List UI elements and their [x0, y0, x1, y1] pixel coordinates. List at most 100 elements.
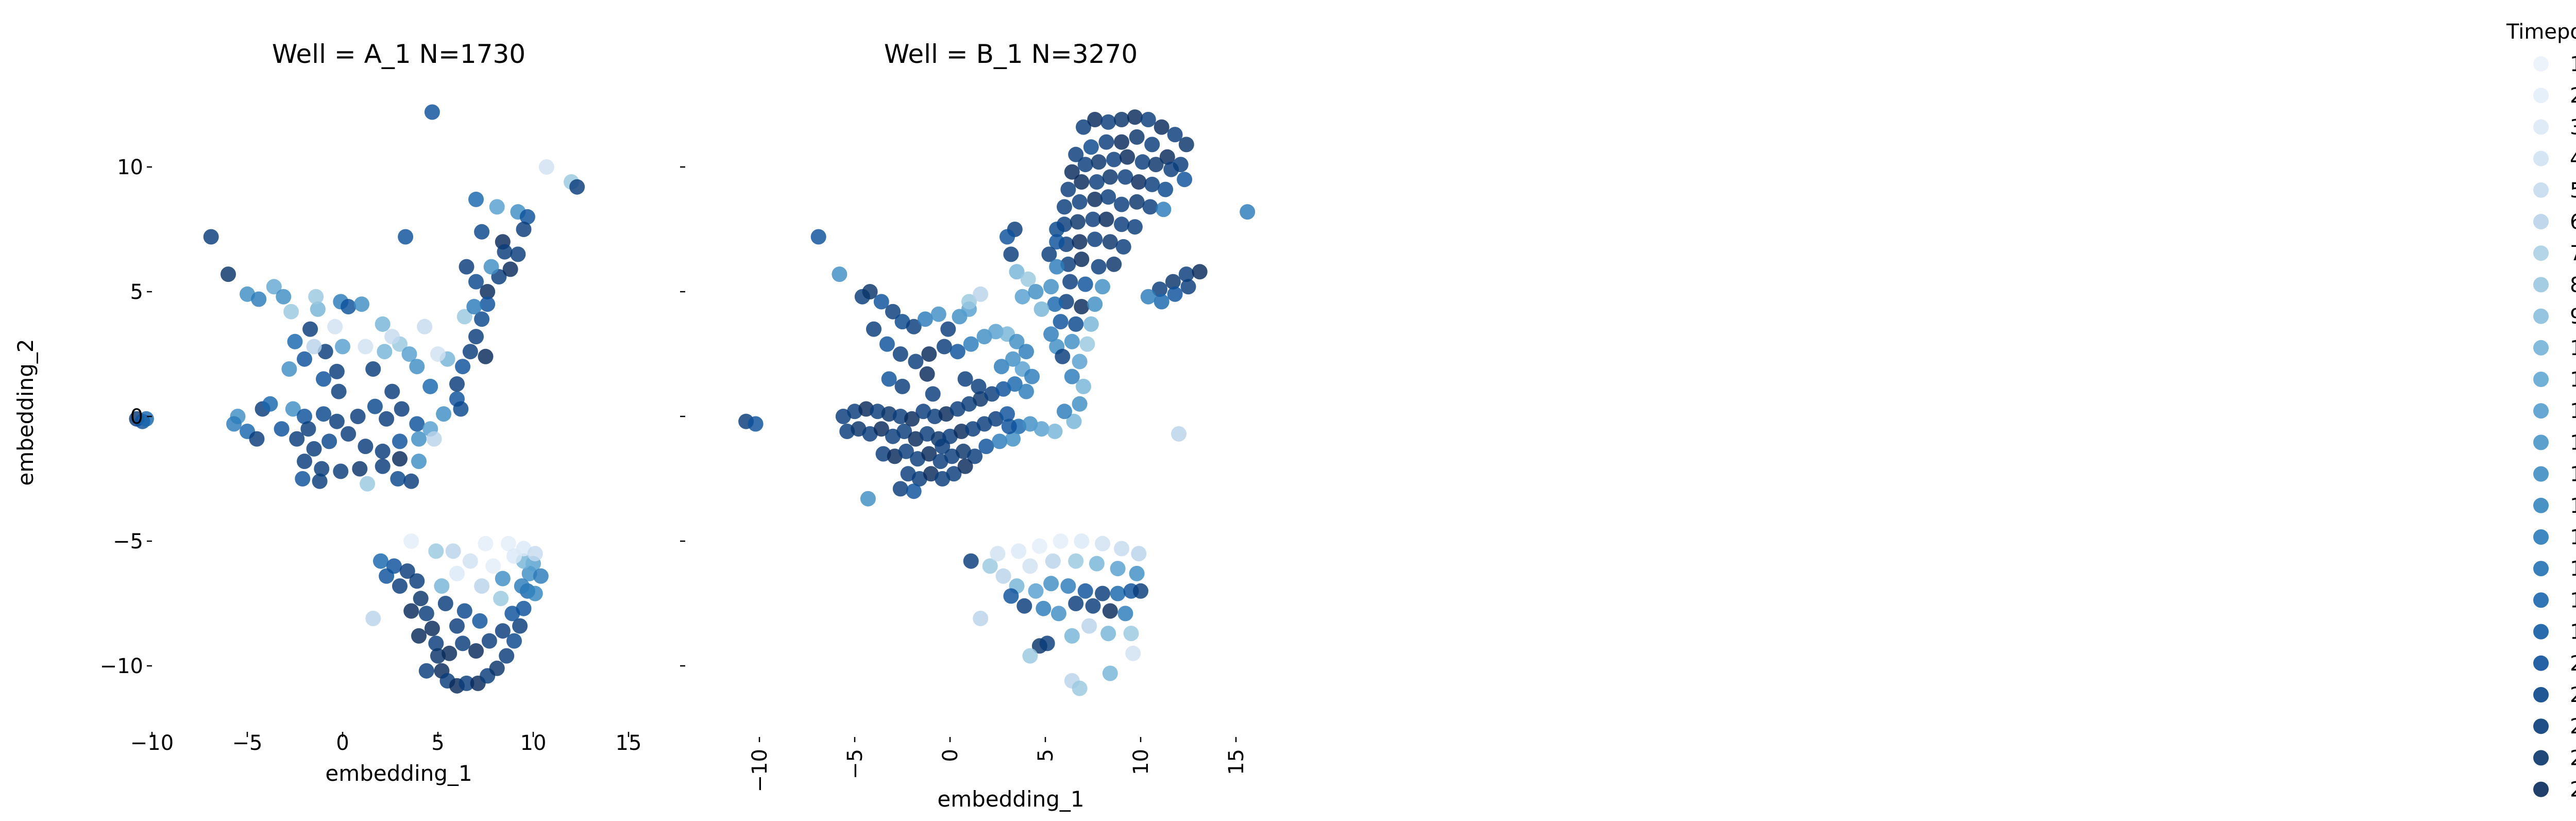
data-point: [1072, 194, 1088, 210]
data-point: [1057, 199, 1072, 215]
data-point: [1165, 274, 1181, 290]
data-point: [297, 409, 312, 424]
data-point: [495, 571, 511, 587]
x-tick-label: 5: [1034, 749, 1058, 762]
data-point: [1083, 139, 1099, 155]
data-point: [1102, 665, 1118, 681]
data-point: [283, 304, 299, 320]
data-point: [1019, 344, 1034, 360]
data-point: [1005, 431, 1021, 447]
data-point: [1050, 606, 1066, 622]
data-point: [403, 473, 419, 489]
data-point: [483, 259, 499, 275]
data-point: [961, 294, 977, 310]
data-point: [394, 401, 410, 417]
data-point: [375, 458, 391, 474]
data-point: [971, 378, 987, 394]
data-point: [506, 548, 522, 564]
data-point: [1074, 533, 1090, 549]
data-point: [967, 448, 983, 464]
legend-label: 18: [2570, 589, 2576, 612]
data-point: [930, 306, 946, 322]
data-point: [436, 406, 452, 422]
data-point: [335, 339, 350, 355]
data-point: [480, 296, 496, 312]
data-point: [1007, 376, 1023, 392]
data-point: [365, 611, 381, 626]
data-point: [1114, 112, 1129, 127]
data-point: [999, 406, 1015, 422]
data-point: [1100, 626, 1116, 642]
legend-marker: [2533, 182, 2549, 198]
data-point: [1095, 585, 1110, 601]
legend-label: 15: [2570, 494, 2576, 518]
data-point: [950, 344, 965, 360]
data-point: [426, 431, 442, 447]
data-point: [462, 553, 478, 569]
data-point: [456, 309, 472, 325]
data-point: [1110, 585, 1126, 601]
data-point: [316, 371, 331, 387]
legend-label: 20: [2570, 652, 2576, 676]
data-point: [982, 558, 998, 574]
data-point: [1163, 161, 1179, 177]
data-point: [1068, 553, 1084, 569]
data-point: [917, 311, 933, 327]
data-point: [1045, 553, 1061, 569]
legend-marker: [2533, 781, 2549, 797]
data-point: [1009, 264, 1025, 280]
data-point: [1154, 119, 1170, 135]
data-point: [474, 311, 490, 327]
data-point: [1031, 538, 1047, 554]
data-point: [904, 411, 920, 427]
data-point: [1152, 281, 1167, 297]
data-point: [1077, 276, 1093, 292]
data-point: [1131, 174, 1147, 190]
data-point: [310, 301, 326, 317]
data-point: [249, 431, 265, 447]
data-point: [1043, 326, 1059, 342]
data-point: [906, 483, 922, 499]
data-point: [1115, 239, 1131, 255]
y-tick-label: 0: [130, 405, 143, 429]
data-point: [367, 398, 383, 414]
data-point: [478, 535, 494, 551]
data-point: [437, 596, 453, 611]
data-point: [1106, 152, 1122, 167]
data-point: [403, 533, 419, 549]
data-point: [354, 296, 369, 312]
data-point: [1076, 378, 1091, 394]
data-point: [1159, 149, 1175, 165]
data-point: [1171, 426, 1187, 442]
data-point: [1158, 181, 1174, 197]
data-point: [297, 351, 312, 367]
data-point: [1019, 383, 1034, 399]
panel-b: Well = B_1 N=3270 −10 −5 0 5 10 15 embedding_…: [680, 39, 1256, 812]
data-point: [1036, 600, 1052, 616]
data-point: [832, 266, 848, 282]
data-point: [203, 229, 219, 245]
data-point: [569, 179, 585, 195]
legend-label: 9: [2570, 305, 2576, 329]
data-point: [748, 416, 764, 432]
data-point: [1095, 279, 1110, 295]
data-point: [1167, 127, 1183, 143]
data-point: [384, 329, 400, 345]
data-point: [1060, 181, 1076, 197]
data-point: [287, 333, 303, 349]
data-point: [906, 319, 922, 334]
data-point: [413, 591, 429, 607]
data-point: [973, 286, 989, 302]
data-point: [417, 319, 433, 334]
legend-marker: [2533, 403, 2549, 419]
data-point: [1022, 648, 1038, 664]
data-point: [221, 266, 236, 282]
data-point: [1039, 635, 1055, 651]
data-point: [810, 229, 826, 245]
data-point: [1129, 194, 1145, 210]
data-point: [873, 294, 889, 310]
data-point: [925, 386, 941, 402]
data-point: [963, 553, 979, 569]
legend-marker: [2533, 340, 2549, 356]
data-point: [1077, 157, 1093, 173]
